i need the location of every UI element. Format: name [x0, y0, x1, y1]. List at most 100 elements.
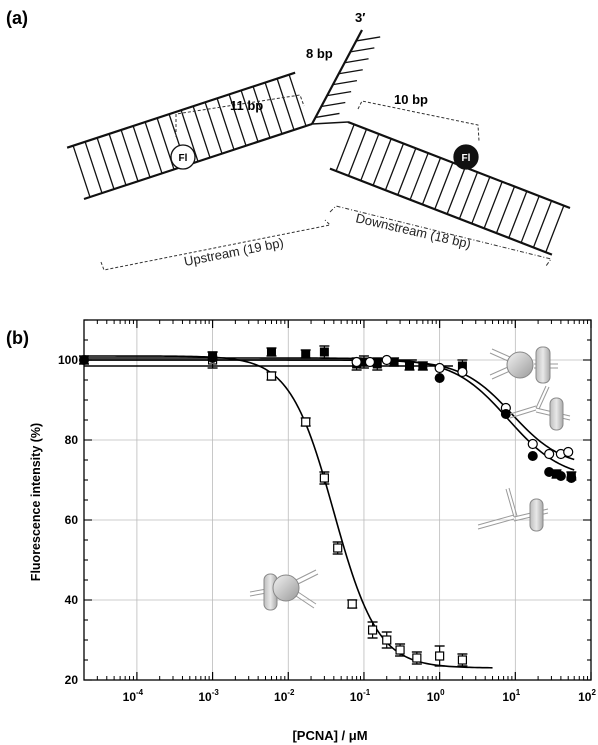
base-pair [508, 191, 528, 239]
point-open-square [395, 645, 405, 655]
fluorophore-open: Fl [170, 144, 196, 170]
flap-base [338, 69, 363, 75]
fit-curves [84, 355, 575, 669]
junction [311, 121, 349, 125]
flap-base [344, 58, 369, 64]
base-pair [192, 106, 211, 158]
base-pair [180, 110, 199, 162]
point-filled-circle [527, 451, 538, 461]
point-open-square [347, 599, 357, 609]
base-pair [144, 121, 163, 174]
base-pair [120, 129, 139, 182]
x-tick-label: 10-2 [274, 688, 295, 704]
point-filled-circle [207, 353, 218, 363]
y-tick-label: 100 [58, 353, 78, 367]
base-pair [483, 181, 503, 229]
flap-strand [311, 29, 363, 125]
flap-dna-diagram [66, 29, 571, 256]
base-pair [520, 195, 540, 243]
base-pair [240, 90, 259, 142]
base-pair [276, 78, 295, 131]
y-tick-label: 40 [65, 593, 79, 607]
base-pair [434, 162, 454, 210]
base-pair [228, 94, 247, 146]
downstream-span-label: 10 bp [394, 92, 428, 107]
upstream-span-label: 11 bp [230, 98, 263, 113]
base-pair [264, 82, 283, 135]
flap-base [327, 90, 352, 97]
flap-base [332, 80, 358, 86]
x-axis-label: [PCNA] / μM [292, 728, 367, 743]
point-filled-circle [566, 473, 577, 483]
point-open-square [457, 655, 468, 665]
point-open-square [435, 651, 445, 661]
base-pair [132, 125, 151, 178]
flap-base [350, 47, 375, 53]
base-pair [84, 141, 103, 194]
point-filled-square [319, 347, 329, 357]
point-open-circle [544, 448, 555, 460]
downstream-length-bracket [329, 205, 552, 267]
base-pair [72, 145, 91, 198]
point-open-circle [381, 354, 392, 366]
base-pair [204, 102, 223, 154]
svg-text:Fl: Fl [462, 153, 471, 164]
point-open-square [412, 653, 422, 663]
flap-base [321, 101, 346, 108]
point-filled-circle [544, 467, 555, 477]
fit-curve [84, 355, 493, 669]
axis-ticks: 10-4 10-3 10-2 10-1 100 101 102 20 40 60 80 100 [58, 319, 596, 704]
base-pair [335, 124, 355, 172]
point-filled-square [301, 349, 311, 359]
upstream-span-bracket [175, 94, 305, 137]
point-open-circle [434, 362, 445, 374]
point-filled-square [418, 361, 428, 371]
point-open-square [319, 473, 329, 483]
base-pair [446, 167, 466, 215]
x-tick-label: 10-3 [198, 688, 219, 704]
point-open-circle [351, 356, 362, 368]
point-open-square [382, 635, 392, 645]
downstream-strand-bottom [329, 167, 553, 256]
inset-pcna-dna-complex-left [249, 569, 319, 611]
base-pair [347, 128, 368, 177]
inset-flap-pcna-bottom [477, 487, 549, 532]
y-tick-label: 80 [65, 433, 79, 447]
x-tick-label: 10-1 [350, 688, 371, 704]
upstream-length-bracket [100, 219, 332, 271]
y-tick-label: 60 [65, 513, 79, 527]
y-tick-label: 20 [65, 673, 79, 687]
panel-b-label: (b) [6, 328, 29, 348]
point-open-square [301, 417, 311, 427]
upstream-length-label: Upstream (19 bp) [183, 235, 285, 269]
base-pair [495, 186, 516, 234]
data-points [79, 345, 577, 667]
base-pair [384, 143, 405, 191]
inset-flap-pcna-mid [509, 385, 571, 431]
point-open-square [367, 625, 378, 635]
y-axis-label: Fluorescence intensity (%) [29, 423, 43, 581]
base-pair [471, 176, 491, 224]
base-pair [397, 148, 417, 196]
inset-pcna-dna-complex-top [489, 346, 558, 384]
point-filled-square [266, 347, 276, 357]
point-filled-square [405, 361, 415, 371]
point-filled-circle [555, 471, 566, 481]
svg-text:Fl: Fl [179, 153, 188, 164]
point-open-circle [364, 356, 376, 368]
point-open-circle [457, 366, 468, 378]
x-tick-label: 102 [578, 688, 596, 704]
base-pair [360, 133, 380, 181]
base-pair [458, 171, 479, 220]
flap-base [315, 112, 340, 119]
panel-a-label: (a) [6, 8, 28, 28]
base-pair [421, 157, 442, 205]
downstream-span-bracket [357, 100, 480, 142]
x-tick-label: 101 [502, 688, 520, 704]
point-open-circle [563, 446, 574, 458]
base-pair [108, 133, 127, 186]
point-open-square [333, 543, 343, 553]
flap-bp-label: 8 bp [306, 46, 333, 61]
point-filled-circle [500, 409, 511, 419]
